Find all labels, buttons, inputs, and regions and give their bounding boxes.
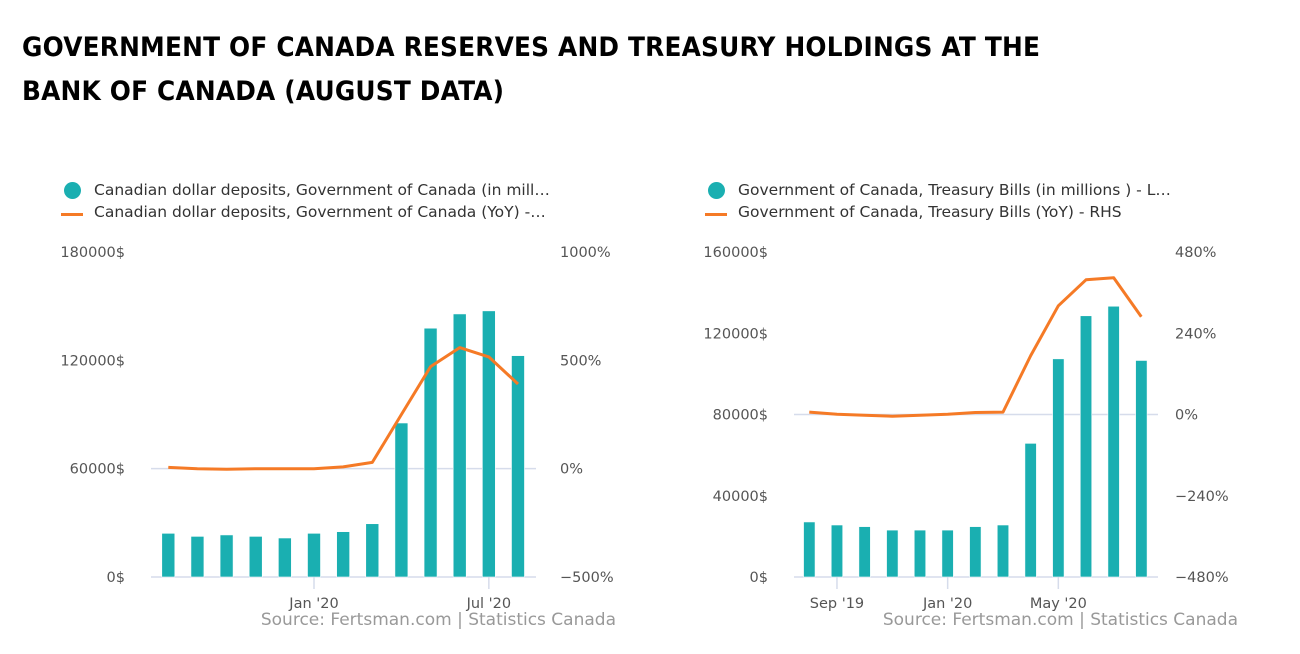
left-axis-tick-label: 0$: [107, 570, 125, 586]
left-axis-tick-label: 120000$: [703, 326, 768, 342]
right-axis-tick-label: 0%: [1175, 408, 1198, 424]
right-axis-tick-label: 240%: [1175, 326, 1216, 342]
bar-nov--19[interactable]: [886, 529, 899, 578]
right-axis-tick-label: 480%: [1175, 245, 1216, 261]
legend-item-line[interactable]: Canadian dollar deposits, Government of …: [94, 203, 546, 221]
bar-jun--20[interactable]: [1079, 315, 1093, 578]
bar-mar--20[interactable]: [365, 523, 380, 578]
bar-mar--20[interactable]: [996, 524, 1010, 578]
right-axis-tick-label: 500%: [560, 353, 601, 369]
title-line-1: GOVERNMENT OF CANADA RESERVES AND TREASU…: [22, 32, 1041, 63]
x-axis-tick-label: Jan '20: [922, 596, 972, 612]
chart-svg: 0$ 40000$ 80000$ 120000$ 160000$ −480% −240% 0…: [703, 245, 1238, 630]
bar-jul--20[interactable]: [1107, 305, 1120, 578]
left-axis-tick-label: 60000$: [70, 462, 125, 478]
x-axis-tick-label: Jul '20: [466, 596, 512, 612]
bar-feb--20[interactable]: [336, 531, 350, 578]
bar-may--20[interactable]: [423, 327, 438, 578]
right-axis-tick-label: −240%: [1175, 489, 1229, 505]
source-label: Source: Fertsman.com | Statistics Canada: [883, 610, 1238, 630]
left-axis-tick-label: 0$: [750, 570, 768, 586]
chart-deposits: Canadian dollar deposits, Government of …: [0, 170, 640, 654]
bar-aug--19[interactable]: [803, 521, 816, 578]
bar-feb--20[interactable]: [969, 526, 982, 578]
bar-apr--20[interactable]: [394, 422, 409, 578]
legend-item-bar[interactable]: Government of Canada, Treasury Bills (in…: [738, 181, 1171, 199]
x-axis-tick-label: May '20: [1030, 596, 1087, 612]
bar-oct--19[interactable]: [219, 534, 234, 578]
right-axis-tick-label: −480%: [1175, 570, 1229, 586]
page-title: GOVERNMENT OF CANADA RESERVES AND TREASU…: [22, 26, 1181, 114]
bar-nov--19[interactable]: [248, 536, 263, 578]
bar-aug--20[interactable]: [511, 355, 525, 578]
bar-jan--20[interactable]: [307, 533, 321, 578]
bar-oct--19[interactable]: [858, 526, 871, 578]
left-axis-tick-label: 160000$: [703, 245, 768, 261]
left-axis-tick-label: 80000$: [713, 408, 768, 424]
legend-bar-marker-icon: [64, 182, 81, 199]
bar-sep--19[interactable]: [830, 524, 844, 578]
x-axis-tick-label: Sep '19: [810, 596, 864, 612]
right-axis-tick-label: −500%: [560, 570, 614, 586]
bar-jul--20[interactable]: [482, 310, 496, 578]
right-axis-tick-label: 0%: [560, 462, 583, 478]
legend-line-marker-icon: [61, 213, 83, 216]
bar-dec--19[interactable]: [278, 537, 292, 578]
legend-bar-marker-icon: [708, 182, 725, 199]
legend-line-marker-icon: [705, 213, 727, 216]
legend-item-line[interactable]: Government of Canada, Treasury Bills (Yo…: [738, 203, 1122, 221]
bar-may--20[interactable]: [1052, 358, 1065, 578]
bar-apr--20[interactable]: [1024, 443, 1037, 578]
source-label: Source: Fertsman.com | Statistics Canada: [261, 610, 616, 630]
bar-aug--19[interactable]: [161, 533, 176, 578]
right-axis-tick-label: 1000%: [560, 245, 611, 261]
legend-item-bar[interactable]: Canadian dollar deposits, Government of …: [94, 181, 550, 199]
left-axis-tick-label: 120000$: [60, 353, 125, 369]
bar-jan--20[interactable]: [941, 529, 954, 578]
x-axis-tick-label: Jan '20: [288, 596, 338, 612]
chart-treasury-bills: Government of Canada, Treasury Bills (in…: [643, 170, 1283, 654]
left-axis-tick-label: 180000$: [60, 245, 125, 261]
title-line-2: BANK OF CANADA (AUGUST DATA): [22, 76, 505, 107]
chart-svg: 0$60000$120000$180000$ −500%0%500%1000% …: [60, 245, 616, 630]
bar-aug--20[interactable]: [1135, 360, 1148, 578]
bar-sep--19[interactable]: [190, 536, 205, 578]
bar-dec--19[interactable]: [913, 529, 927, 578]
bar-jun--20[interactable]: [452, 313, 467, 578]
left-axis-tick-label: 40000$: [713, 489, 768, 505]
